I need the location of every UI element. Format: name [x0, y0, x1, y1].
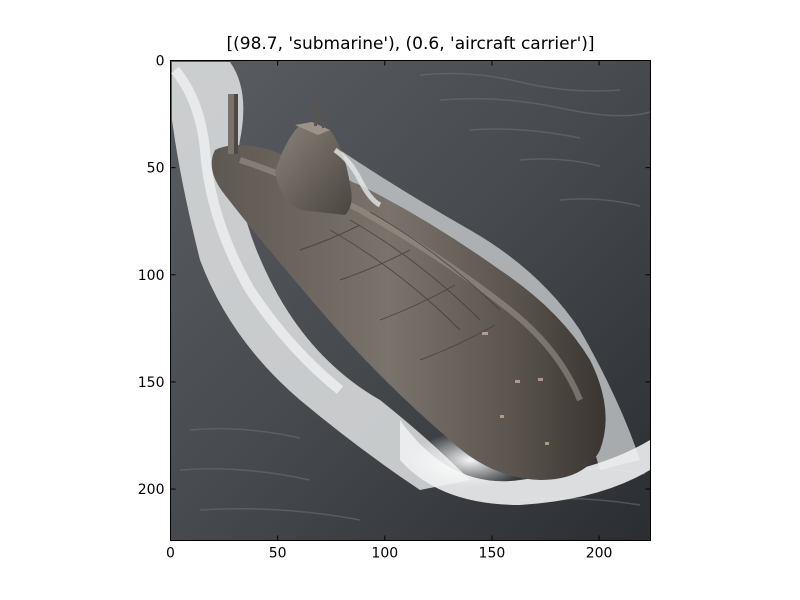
figure-title: [(98.7, 'submarine'), (0.6, 'aircraft ca…	[226, 34, 595, 54]
axes-frame	[170, 60, 651, 541]
submarine-hull	[211, 145, 606, 480]
wake-foam-right	[335, 150, 640, 470]
sail-spray	[333, 147, 382, 208]
y-tick-label: 200	[138, 482, 165, 498]
mast-left	[228, 94, 238, 154]
x-tick-label: 200	[586, 546, 613, 562]
sail-top	[295, 122, 330, 135]
photo-submarine	[170, 60, 651, 541]
wake-foam-left	[172, 62, 470, 490]
y-tick-label: 150	[138, 375, 165, 391]
x-tick-label: 50	[269, 546, 287, 562]
hull-deck-lines	[299, 211, 501, 361]
submarine-sail	[275, 125, 352, 215]
hull-markings	[482, 332, 549, 445]
x-tick-label: 0	[166, 546, 175, 562]
x-tick-label: 150	[479, 546, 506, 562]
y-tick-label: 50	[147, 161, 165, 177]
x-tick-label: 100	[371, 546, 398, 562]
periscope-mast-2	[322, 112, 324, 128]
y-axis: 0 50 100 150 200	[138, 54, 651, 498]
y-tick-label: 0	[156, 54, 165, 70]
mast-left-shadow	[234, 94, 238, 154]
y-tick-label: 100	[138, 268, 165, 284]
periscope-mast	[314, 98, 317, 126]
x-axis: 0 50 100 150 200	[166, 60, 613, 562]
wake-foam-left-inner	[171, 66, 344, 394]
